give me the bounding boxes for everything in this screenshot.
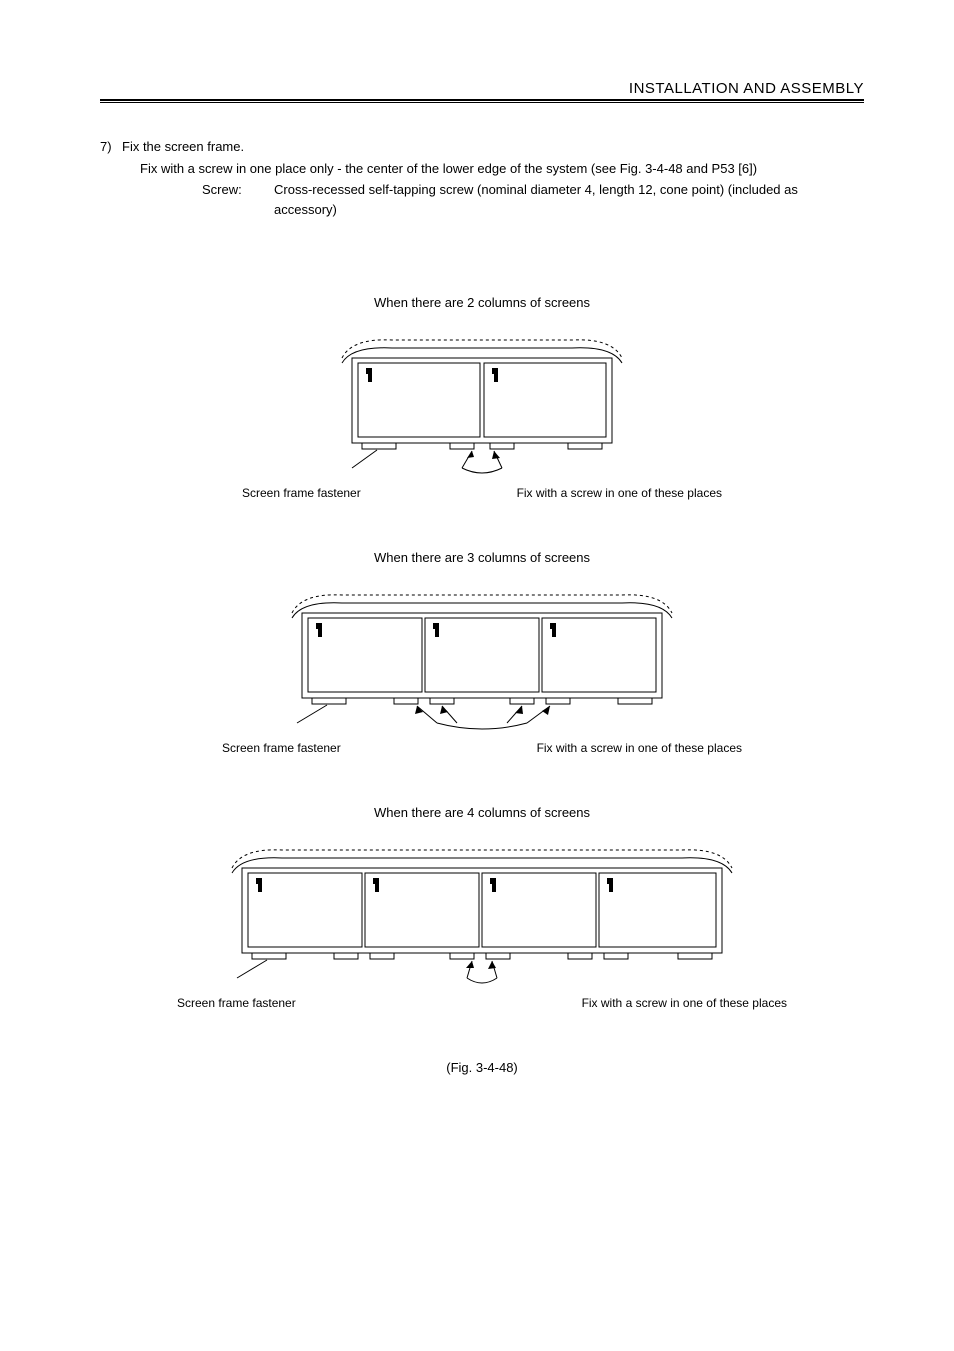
screw-row: Screw: Cross-recessed self-tapping screw…: [202, 180, 864, 219]
section-header: INSTALLATION AND ASSEMBLY: [100, 80, 864, 109]
diagram-3col-title: When there are 3 columns of screens: [100, 550, 864, 565]
step-title: Fix the screen frame.: [122, 137, 864, 157]
hinge-icon: [256, 878, 262, 892]
diagram-2col-svg: [322, 328, 642, 478]
hinge-icon: [373, 878, 379, 892]
screw-label: Screw:: [202, 180, 274, 219]
hinge-icon: [433, 623, 439, 637]
diagram-2col-svg-wrap: Screen frame fastener Fix with a screw i…: [242, 328, 722, 500]
step-detail: Fix with a screw in one place only - the…: [140, 159, 864, 179]
hinge-icon: [490, 878, 496, 892]
diagram-2col: When there are 2 columns of screens: [100, 295, 864, 500]
step-number: 7): [100, 137, 122, 219]
hinge-icon: [550, 623, 556, 637]
diagram-2col-captions: Screen frame fastener Fix with a screw i…: [242, 486, 722, 500]
diagram-3col-svg-wrap: Screen frame fastener Fix with a screw i…: [222, 583, 742, 755]
diagram-4col: When there are 4 columns of screens: [100, 805, 864, 1010]
diagrams-container: When there are 2 columns of screens: [100, 295, 864, 1075]
fastener-caption: Screen frame fastener: [177, 996, 296, 1010]
screw-caption: Fix with a screw in one of these places: [517, 486, 722, 500]
diagram-3col-svg: [272, 583, 692, 733]
screw-caption: Fix with a screw in one of these places: [582, 996, 787, 1010]
diagram-4col-svg: [212, 838, 752, 988]
step-body: Fix the screen frame. Fix with a screw i…: [122, 137, 864, 219]
step-7: 7) Fix the screen frame. Fix with a scre…: [100, 137, 864, 219]
diagram-4col-title: When there are 4 columns of screens: [100, 805, 864, 820]
screw-desc: Cross-recessed self-tapping screw (nomin…: [274, 180, 864, 219]
fastener-caption: Screen frame fastener: [242, 486, 361, 500]
screw-caption: Fix with a screw in one of these places: [537, 741, 742, 755]
header-rule: [100, 99, 864, 103]
hinge-icon: [492, 368, 498, 382]
section-title: INSTALLATION AND ASSEMBLY: [629, 80, 864, 97]
figure-label: (Fig. 3-4-48): [100, 1060, 864, 1075]
diagram-2col-title: When there are 2 columns of screens: [100, 295, 864, 310]
diagram-4col-captions: Screen frame fastener Fix with a screw i…: [177, 996, 787, 1010]
hinge-icon: [316, 623, 322, 637]
fastener-caption: Screen frame fastener: [222, 741, 341, 755]
hinge-icon: [366, 368, 372, 382]
diagram-3col: When there are 3 columns of screens: [100, 550, 864, 755]
hinge-icon: [607, 878, 613, 892]
diagram-4col-svg-wrap: Screen frame fastener Fix with a screw i…: [177, 838, 787, 1010]
diagram-3col-captions: Screen frame fastener Fix with a screw i…: [222, 741, 742, 755]
